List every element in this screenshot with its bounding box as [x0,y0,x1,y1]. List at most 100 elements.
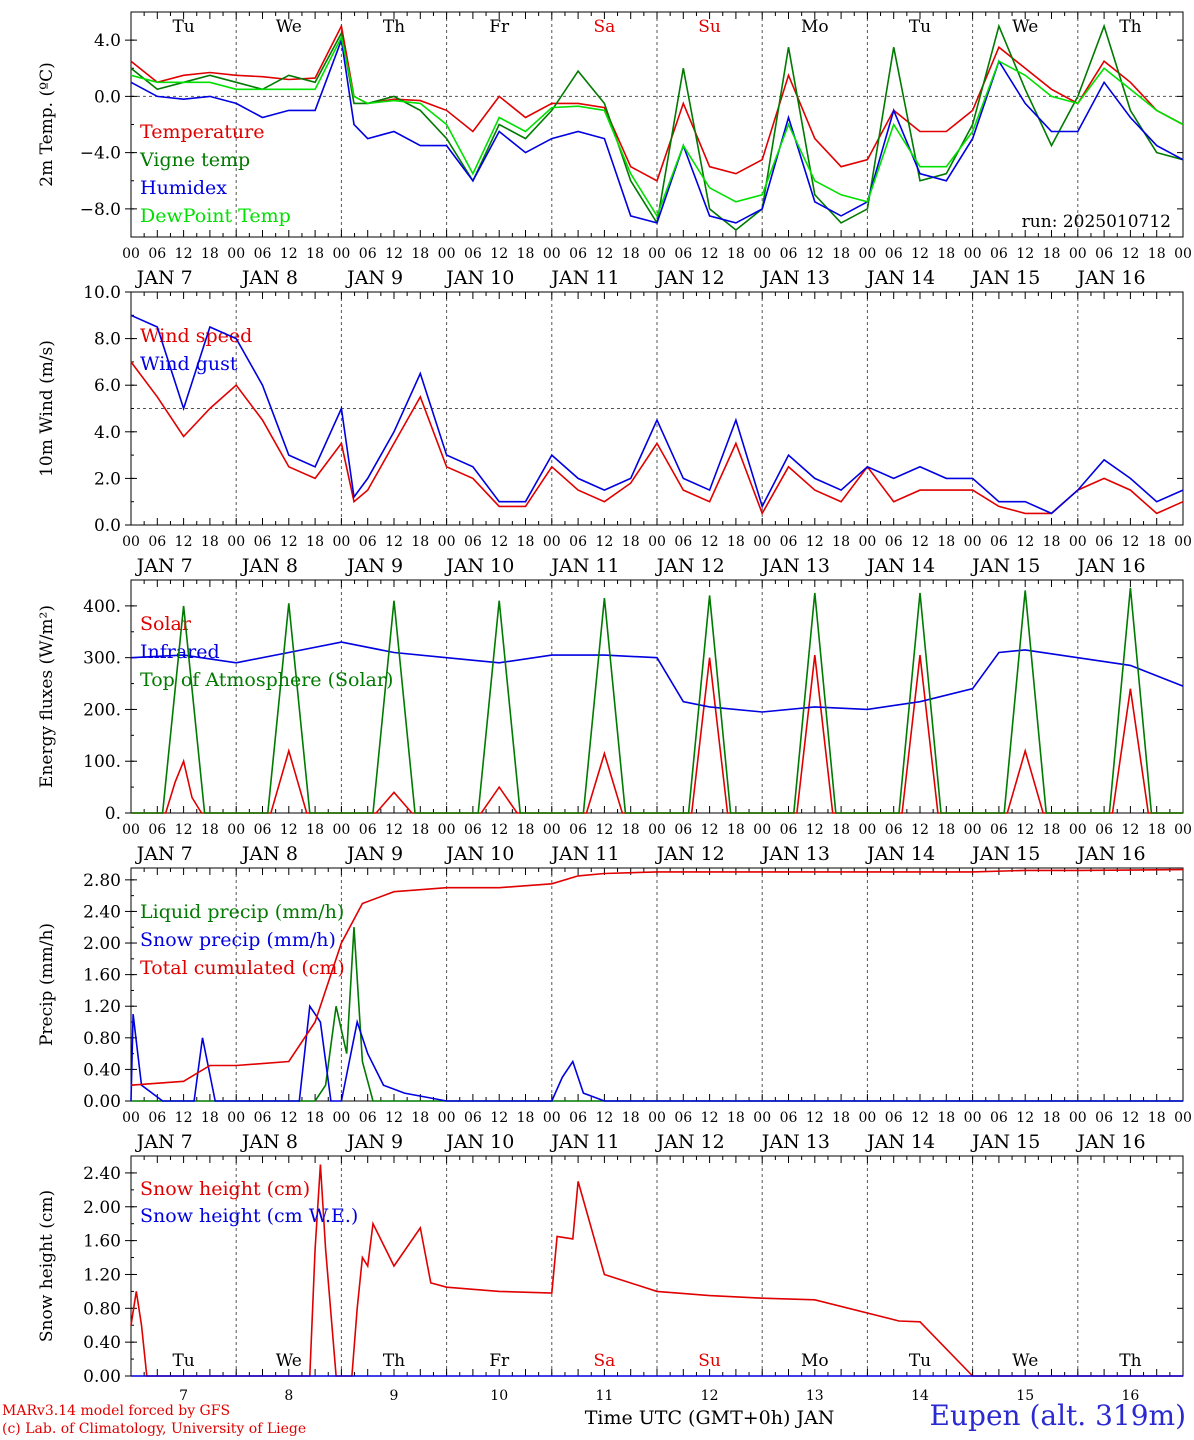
hour-label: 12 [490,1110,508,1126]
day-name-label: Tu [909,17,931,37]
date-label: JAN 11 [549,1131,619,1153]
hour-label: 00 [332,1110,350,1126]
hour-label: 00 [543,1110,561,1126]
hour-label: 12 [595,1110,613,1126]
hour-label: 18 [201,534,219,550]
date-label: JAN 7 [135,1131,193,1153]
hour-label: 00 [648,534,666,550]
series-line-green [130,23,1184,232]
series-line-lightgreen [130,34,1184,218]
y-tick-label: 8.0 [94,330,121,350]
hour-label: 06 [148,534,166,550]
hour-label: 12 [806,1110,824,1126]
hour-label: 06 [254,1110,272,1126]
date-label: JAN 8 [240,843,298,865]
hour-label: 18 [306,246,324,262]
hour-label: 06 [359,1110,377,1126]
day-name-label: We [276,17,302,37]
hour-label: 18 [937,822,955,838]
hour-label: 12 [595,822,613,838]
series-line-green [131,587,1183,814]
y-axis-label: Precip (mm/h) [37,923,57,1046]
y-axis-label: 2m Temp. (ºC) [37,62,57,187]
hour-label: 12 [490,534,508,550]
day-number-label: 16 [1121,1388,1139,1404]
series-line-red [130,361,1184,516]
hour-label: 18 [201,246,219,262]
hour-label: 00 [122,246,140,262]
day-name-label: Tu [909,1351,931,1371]
station-name: Eupen (alt. 319m) [929,1399,1186,1432]
hour-label: 00 [332,246,350,262]
hour-label: 00 [753,246,771,262]
day-name-label: We [1012,17,1038,37]
hour-label: 06 [464,534,482,550]
hour-label: 06 [1095,822,1113,838]
date-label: JAN 16 [1075,267,1145,289]
date-label: JAN 12 [655,843,725,865]
date-label: JAN 9 [345,555,403,577]
hour-label: 12 [175,534,193,550]
legend-entry: Infrared [140,641,220,663]
y-tick-label: 1.60 [83,1232,121,1252]
hour-label: 12 [280,1110,298,1126]
hour-label: 18 [622,822,640,838]
hour-label: 06 [674,534,692,550]
hour-label: 00 [227,534,245,550]
hour-label: 12 [911,534,929,550]
hour-label: 18 [727,534,745,550]
series-line-green [131,927,1183,1102]
hour-label: 00 [332,534,350,550]
hour-label: 12 [701,822,719,838]
hour-label: 06 [148,822,166,838]
hour-label: 06 [780,534,798,550]
y-axis-label: 10m Wind (m/s) [37,340,57,477]
chart-panel-1: −8.0 −4.0 0.0 4.0 2m Temp. (ºC) Temperature Vi… [37,11,1192,289]
day-name-label: Sa [594,1351,616,1371]
hour-label: 06 [674,822,692,838]
day-number-label: 8 [284,1388,293,1404]
series-line-blue [130,1003,1183,1102]
hour-label: 00 [858,1110,876,1126]
hour-label: 12 [490,246,508,262]
y-tick-label: 2.80 [83,871,121,891]
day-number-label: 7 [179,1388,188,1404]
hour-label: 18 [622,246,640,262]
y-tick-label: −4.0 [80,144,121,164]
hour-label: 18 [1043,534,1061,550]
hour-label: 12 [1121,246,1139,262]
hour-label: 06 [885,822,903,838]
credit-line-1: MARv3.14 model forced by GFS [2,1403,231,1419]
hour-label: 18 [832,534,850,550]
legend-entry: Snow height (cm W.E.) [140,1205,358,1227]
hour-label: 12 [175,246,193,262]
hour-label: 12 [1016,534,1034,550]
day-number-label: 14 [911,1388,929,1404]
hour-label: 12 [175,1110,193,1126]
date-label: JAN 7 [135,843,193,865]
hour-label: 18 [622,534,640,550]
panel-frame [130,11,1184,238]
y-tick-label: 200. [83,700,121,720]
hour-label: 18 [937,1110,955,1126]
hour-label: 06 [569,246,587,262]
chart-panel-3: 0. 100. 200. 300. 400. Energy fluxes (W/m²) So… [37,579,1192,865]
hour-label: 06 [780,1110,798,1126]
series-line-blue [130,314,1184,515]
y-tick-label: 1.20 [83,1265,121,1285]
day-name-label: Su [698,1351,721,1371]
hour-label: 06 [359,822,377,838]
day-name-label: Tu [172,1351,194,1371]
hour-label: 00 [227,246,245,262]
y-tick-label: 0.00 [83,1367,121,1387]
hour-label: 00 [543,822,561,838]
hour-label: 00 [1174,534,1192,550]
date-label: JAN 15 [970,267,1040,289]
hour-label: 06 [254,246,272,262]
hour-label: 06 [990,822,1008,838]
series-line-blue [130,36,1184,224]
date-label: JAN 16 [1075,843,1145,865]
y-tick-label: 0.0 [94,87,121,107]
date-label: JAN 8 [240,555,298,577]
legend-entry: Vigne temp [139,149,250,171]
